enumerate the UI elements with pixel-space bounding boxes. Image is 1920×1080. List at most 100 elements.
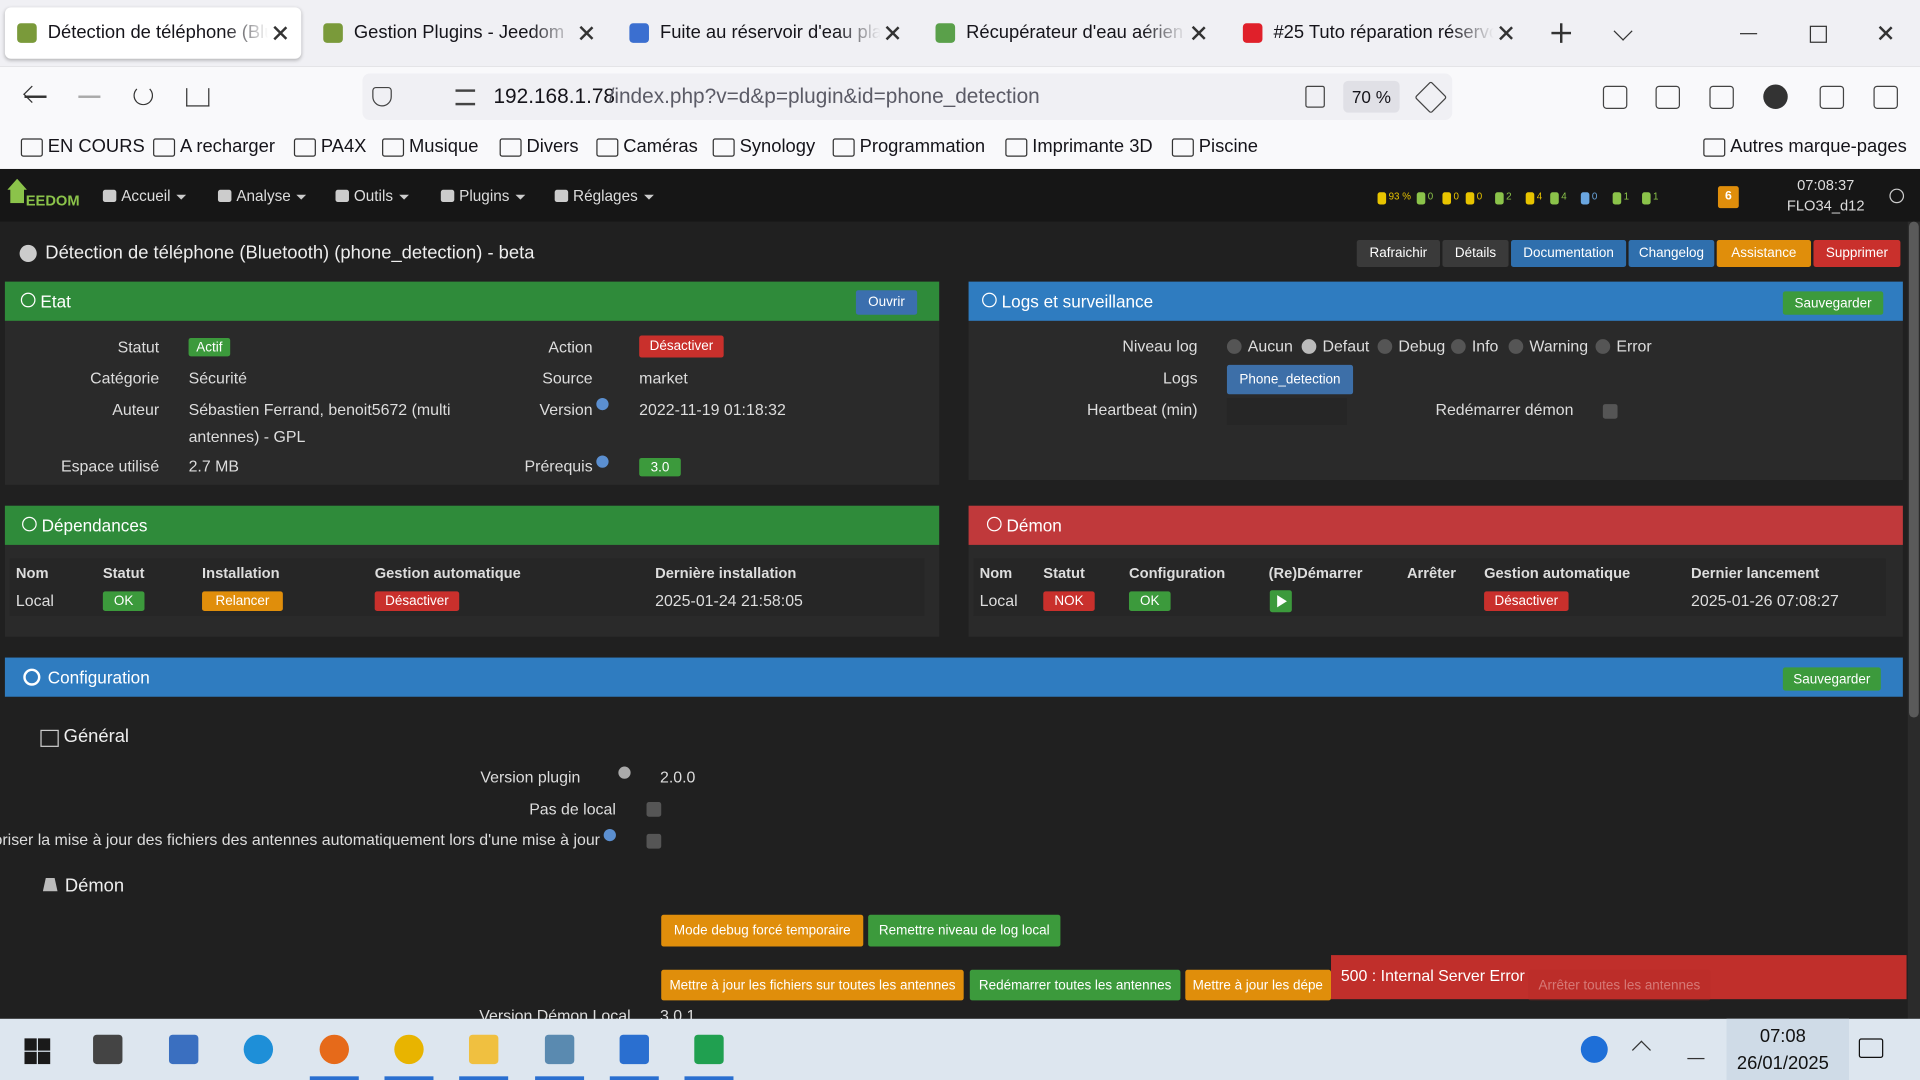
forward[interactable] xyxy=(78,95,101,98)
back[interactable] xyxy=(24,95,47,98)
translate-icon[interactable] xyxy=(1305,85,1325,108)
ok-badge[interactable]: OK xyxy=(102,591,145,612)
taskbar-app[interactable] xyxy=(544,1034,575,1065)
status-count[interactable]: 2 xyxy=(1506,191,1512,203)
toolbar-button[interactable] xyxy=(1819,85,1845,109)
status-count[interactable]: 1 xyxy=(1653,191,1659,203)
status-count[interactable]: 4 xyxy=(1561,191,1567,203)
taskbar-app[interactable] xyxy=(93,1034,123,1065)
restore[interactable] xyxy=(1809,25,1827,43)
save-button[interactable]: Sauvegarder xyxy=(1782,291,1884,315)
bookmark[interactable]: A recharger xyxy=(180,135,275,157)
action-button[interactable]: Détails xyxy=(1442,240,1509,267)
reload[interactable] xyxy=(133,85,154,106)
bookmark[interactable]: Musique xyxy=(408,135,479,157)
open-button[interactable]: Ouvrir xyxy=(855,290,918,315)
deactivate-button[interactable]: Désactiver xyxy=(374,591,460,612)
action-button[interactable]: Changelog xyxy=(1628,240,1715,267)
menu-item[interactable]: Analyse xyxy=(236,184,306,208)
toolbar-button[interactable] xyxy=(1873,85,1898,109)
minimize[interactable] xyxy=(1740,33,1758,35)
log-button[interactable]: Phone_detection xyxy=(1226,364,1354,395)
tab-title[interactable]: Détection de téléphone (Blu xyxy=(47,22,269,43)
close-button[interactable] xyxy=(1878,26,1893,41)
toolbar-button[interactable] xyxy=(1602,85,1628,109)
status-count[interactable]: 93 % xyxy=(1388,191,1411,203)
radio-button[interactable] xyxy=(1301,339,1317,354)
taskbar-app[interactable] xyxy=(319,1034,349,1065)
zoom-badge[interactable] xyxy=(1343,80,1400,113)
toolbar-button[interactable] xyxy=(1655,85,1680,109)
back-button[interactable] xyxy=(19,244,37,263)
clock-area[interactable] xyxy=(1726,1018,1849,1080)
status-count[interactable]: 0 xyxy=(1591,191,1598,203)
status-count[interactable]: 0 xyxy=(1476,191,1483,203)
taskbar-app[interactable] xyxy=(468,1034,499,1065)
status-count[interactable]: 4 xyxy=(1536,191,1543,203)
profile-button[interactable] xyxy=(1763,84,1788,109)
deactivate-button[interactable]: Désactiver xyxy=(1484,591,1569,612)
home[interactable] xyxy=(186,88,210,107)
alert-badge[interactable] xyxy=(1717,186,1739,209)
bookmark[interactable]: EN COURS xyxy=(47,135,145,157)
config-button[interactable]: Mettre à jour les fichiers sur toutes le… xyxy=(661,969,964,1001)
status-count[interactable]: 0 xyxy=(1453,191,1459,203)
close-button[interactable] xyxy=(1191,26,1206,41)
requirement-badge[interactable]: 3.0 xyxy=(639,457,681,477)
checkbox[interactable] xyxy=(646,833,662,849)
tab-title[interactable]: Fuite au réservoir d'eau plas xyxy=(660,22,881,43)
close-button[interactable] xyxy=(885,26,900,41)
taskbar-app[interactable] xyxy=(243,1034,274,1065)
ok-badge[interactable]: OK xyxy=(1128,591,1171,612)
menu-item[interactable]: Accueil xyxy=(121,184,186,208)
checkbox[interactable] xyxy=(1602,404,1618,419)
taskbar-app[interactable] xyxy=(619,1034,649,1065)
action-button[interactable]: Supprimer xyxy=(1813,240,1901,267)
close-button[interactable] xyxy=(579,26,594,41)
logo[interactable]: EEDOM xyxy=(25,192,80,210)
close-button[interactable] xyxy=(1499,26,1514,41)
taskbar-app[interactable] xyxy=(694,1034,724,1065)
taskbar-app[interactable] xyxy=(168,1034,199,1065)
radio-button[interactable] xyxy=(1595,339,1611,354)
heartbeat-input[interactable] xyxy=(1226,397,1347,425)
active-tab[interactable] xyxy=(4,7,302,59)
help-tray[interactable] xyxy=(1580,1035,1608,1063)
config-button[interactable]: Arrêter toutes les antennes xyxy=(1528,969,1711,1001)
help-button[interactable] xyxy=(1889,188,1905,204)
config-button[interactable]: Redémarrer toutes les antennes xyxy=(969,969,1181,1001)
radio-button[interactable] xyxy=(1451,339,1466,354)
taskbar-app[interactable] xyxy=(394,1034,424,1065)
tab-title[interactable]: #25 Tuto réparation réservo xyxy=(1273,22,1494,43)
tab-title[interactable]: Gestion Plugins - Jeedom xyxy=(353,22,565,43)
reinstall-button[interactable]: Relancer xyxy=(202,591,283,612)
pen-icon[interactable] xyxy=(1687,1041,1705,1060)
bookmark[interactable]: Caméras xyxy=(623,135,698,157)
bookmark[interactable]: Divers xyxy=(526,135,579,157)
notifications[interactable] xyxy=(1858,1038,1884,1058)
menu-item[interactable]: Outils xyxy=(354,184,409,208)
menu-item[interactable]: Réglages xyxy=(573,184,654,208)
save-button[interactable]: Sauvegarder xyxy=(1782,667,1881,691)
bookmark[interactable]: Programmation xyxy=(859,135,986,157)
bookmark[interactable]: Piscine xyxy=(1198,135,1258,157)
other-bookmarks[interactable]: Autres marque-pages xyxy=(1730,135,1907,157)
bookmark[interactable]: Imprimante 3D xyxy=(1032,135,1153,157)
tab-title[interactable]: Récupérateur d'eau aérien ( xyxy=(966,22,1187,43)
bookmark[interactable]: Synology xyxy=(739,135,816,157)
menu-item[interactable]: Plugins xyxy=(459,184,525,208)
checkbox[interactable] xyxy=(646,802,662,817)
status-badge[interactable]: Actif xyxy=(188,337,231,357)
toolbar-button[interactable] xyxy=(1709,85,1734,109)
radio-button[interactable] xyxy=(1377,339,1393,354)
close-button[interactable] xyxy=(273,26,288,41)
error-toast[interactable] xyxy=(1331,955,1907,1000)
action-button[interactable]: Assistance xyxy=(1716,240,1812,267)
url-field[interactable] xyxy=(362,73,1453,120)
action-button[interactable]: Documentation xyxy=(1511,240,1627,267)
status-count[interactable]: 0 xyxy=(1427,191,1434,203)
config-button[interactable]: Remettre niveau de log local xyxy=(868,914,1061,947)
deactivate-button[interactable]: Désactiver xyxy=(639,335,724,358)
config-button[interactable]: Mode debug forcé temporaire xyxy=(661,914,864,947)
config-button[interactable]: Mettre à jour les dépe xyxy=(1185,969,1332,1001)
